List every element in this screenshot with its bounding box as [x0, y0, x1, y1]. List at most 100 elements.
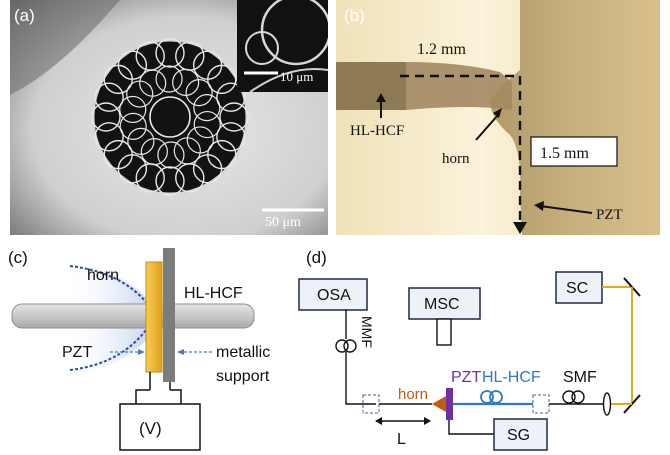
inner-tube: [193, 94, 221, 122]
hlhcf-arrowhead: [376, 93, 386, 102]
horn-triangle: [432, 396, 446, 412]
l-arrow-left: [375, 417, 382, 425]
cladding-tube: [207, 64, 237, 95]
cladding-tube: [117, 50, 148, 80]
inner-tube: [172, 68, 200, 96]
msc-box: [408, 287, 481, 320]
wire-right-run: [170, 389, 182, 404]
inset-tube-3: [249, 67, 328, 93]
pzt-bar: [446, 388, 453, 420]
sc-label: SC: [566, 280, 588, 297]
panel-b-label: (b): [344, 6, 365, 25]
cladding-tube: [192, 154, 223, 184]
inner-tube: [139, 69, 167, 97]
pzt-arrowhead: [534, 201, 544, 211]
osa-label: OSA: [317, 287, 351, 304]
smf-label: SMF: [563, 369, 597, 386]
cladding-tube: [216, 122, 246, 152]
hlhcf-label-c: HL-HCF: [184, 285, 243, 302]
pzt-label-d: PZT: [451, 369, 481, 386]
fiber-microstructure: [91, 38, 249, 196]
cladding-tube: [155, 166, 185, 196]
hlhcf-label-d: HL-HCF: [482, 369, 541, 386]
sc-box: [555, 271, 603, 304]
hlhcf-label: HL-HCF: [350, 123, 404, 139]
osa-box: [298, 278, 368, 311]
metallic-support: [163, 248, 175, 382]
lens: [602, 392, 612, 416]
mmf-coil-2: [343, 339, 357, 353]
dim-1p5mm-box: [530, 136, 618, 167]
cladding-tube: [216, 82, 246, 112]
sg-wire: [448, 420, 494, 435]
inset-scalebar-label: 10 μm: [280, 69, 313, 84]
pzt-arrow: [539, 205, 593, 214]
inner-tube: [119, 112, 147, 140]
inner-tube: [173, 137, 201, 165]
inner-tube: [155, 65, 183, 93]
cladding-tube: [219, 102, 249, 132]
panel-d: (d) OSA MMF MSC SC PZT: [298, 248, 641, 451]
coupler-right: [532, 394, 550, 414]
sem-shadow: [10, 0, 120, 95]
wire-left-run: [135, 389, 150, 404]
inner-tube: [119, 95, 147, 124]
fiber-cladding-hole: [91, 38, 249, 196]
panel-d-label: (d): [306, 248, 327, 267]
panel-c: (c) (V) horn HL-HCF PZT metallic support: [8, 248, 270, 451]
sg-label: SG: [507, 427, 530, 444]
msc-probe: [436, 318, 452, 346]
mmf-line-bottom: [345, 352, 376, 405]
inset-tube-2: [245, 31, 279, 65]
horn-label-d: horn: [398, 386, 428, 403]
support-pointer-head: [177, 349, 184, 355]
panel-b: 1.2 mm 1.5 mm HL-HCF horn PZT (b): [336, 0, 660, 235]
cladding-tube: [94, 82, 124, 112]
voltage-source-box: [119, 403, 201, 451]
pzt-label-c: PZT: [62, 344, 92, 361]
vertical-dimension-arrowhead: [513, 222, 527, 234]
smf-coil-2: [571, 390, 585, 404]
horn-taper: [406, 62, 512, 110]
l-arrow-right: [424, 417, 431, 425]
mmf-coil-1: [335, 339, 349, 353]
mmf-label: MMF: [359, 316, 375, 348]
inner-tube: [185, 78, 213, 107]
pzt-pointer-head: [138, 349, 145, 355]
pzt-plate: [145, 261, 163, 373]
support-label-line1: metallic: [216, 344, 270, 361]
cladding-tube: [155, 38, 185, 68]
horn-arrow: [475, 114, 499, 141]
voltage-label: (V): [139, 419, 162, 438]
horn-label-b: horn: [442, 151, 470, 167]
panel-a: 10 μm 50 μm (a): [10, 0, 328, 235]
inset-tube-1: [260, 0, 328, 66]
sg-box: [493, 418, 548, 451]
hlhcf-fiber-c: [11, 303, 255, 329]
l-label: L: [397, 431, 406, 448]
dim-1p5mm-label: 1.5 mm: [540, 145, 589, 162]
inner-tube: [157, 141, 185, 169]
pzt-block: [490, 0, 660, 235]
horn-lower-curve: [69, 329, 147, 371]
hlhcf-coil-1: [480, 390, 494, 404]
inner-tube: [140, 138, 168, 166]
pzt-label-b: PZT: [596, 207, 623, 223]
inner-tube: [127, 127, 155, 156]
smf-coil-1: [562, 390, 576, 404]
panel-a-label: (a): [14, 6, 35, 25]
msc-label: MSC: [424, 296, 460, 313]
main-scalebar-label: 50 μm: [265, 215, 301, 230]
horn-label-c: horn: [87, 267, 119, 284]
cladding-tube: [94, 122, 124, 152]
horn-upper-curve: [69, 265, 147, 303]
cladding-tube: [91, 102, 121, 132]
support-label-line2: support: [216, 368, 270, 385]
hollow-core: [149, 96, 191, 138]
panel-c-label: (c): [8, 248, 28, 267]
inset-frame: [237, 0, 328, 92]
inner-tube: [193, 110, 221, 139]
hlhcf-coil-2: [489, 390, 503, 404]
cladding-tube: [103, 139, 133, 170]
